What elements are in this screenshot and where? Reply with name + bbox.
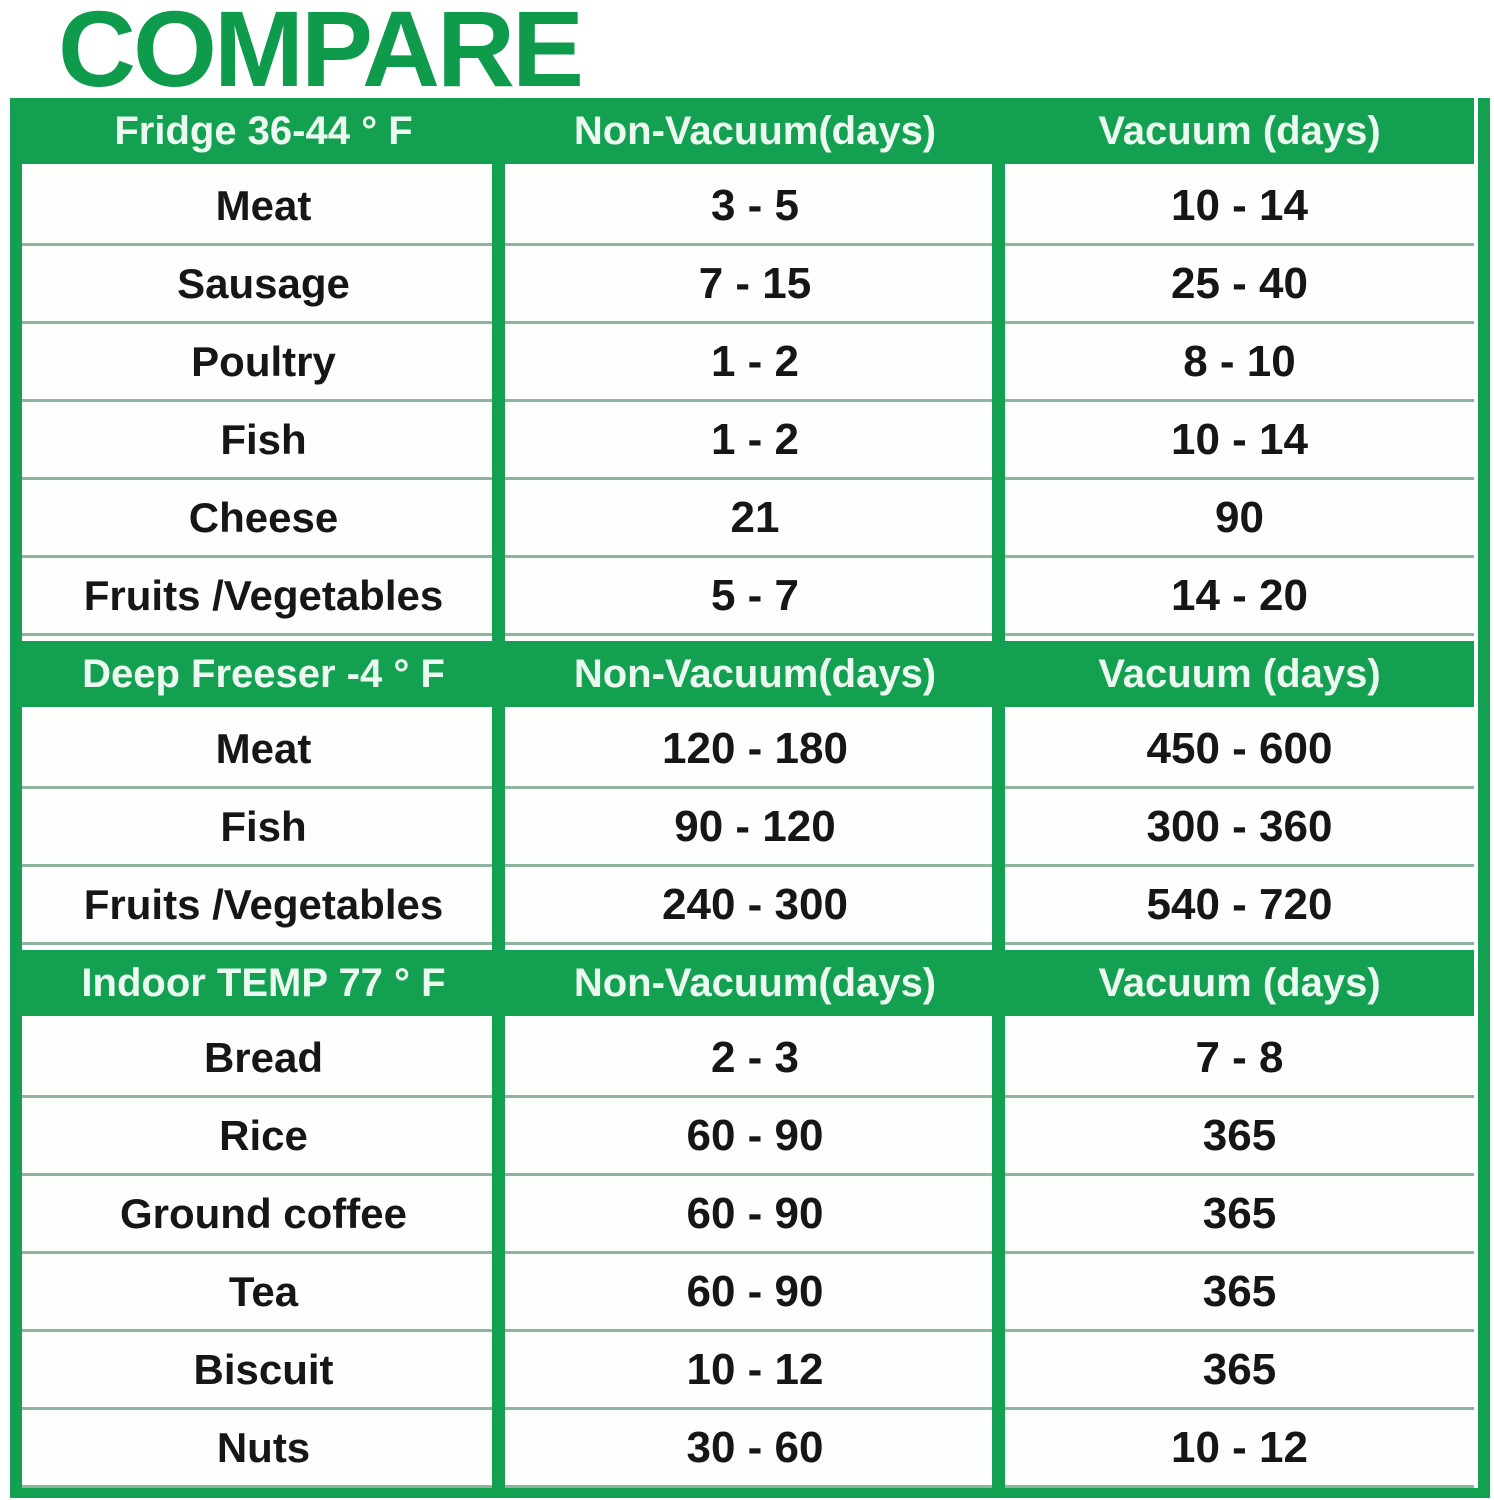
vacuum-value: 10 - 14	[1171, 180, 1308, 230]
vacuum-value: 365	[1202, 1344, 1277, 1394]
food-item: Bread	[203, 1033, 324, 1081]
vacuum-value: 540 - 720	[1146, 879, 1333, 929]
table-row: Meat 3 - 5 10 - 14	[22, 168, 1474, 246]
column-header-non-vacuum: Non-Vacuum(days)	[573, 960, 937, 1005]
food-item: Biscuit	[193, 1345, 334, 1393]
food-item: Ground coffee	[119, 1189, 407, 1237]
food-item: Fruits /Vegetables	[83, 880, 444, 928]
vacuum-value: 14 - 20	[1171, 570, 1308, 620]
table-row: Biscuit 10 - 12 365	[22, 1332, 1474, 1410]
section-title-deep-freezer: Deep Freeser -4 ° F	[82, 651, 445, 696]
column-divider	[992, 1016, 1005, 1488]
food-item: Cheese	[188, 493, 339, 541]
non-vacuum-value: 2 - 3	[710, 1032, 800, 1082]
vacuum-value: 25 - 40	[1171, 258, 1308, 308]
section-indoor-temp: Indoor TEMP 77 ° F Non-Vacuum(days) Vacu…	[22, 950, 1474, 1488]
vacuum-value: 10 - 14	[1171, 414, 1308, 464]
column-divider	[492, 1016, 505, 1488]
table-row: Fruits /Vegetables 5 - 7 14 - 20	[22, 558, 1474, 636]
column-header-vacuum: Vacuum (days)	[1098, 960, 1381, 1005]
section-fridge: Fridge 36-44 ° F Non-Vacuum(days) Vacuum…	[22, 98, 1474, 641]
non-vacuum-value: 120 - 180	[662, 723, 848, 773]
non-vacuum-value: 60 - 90	[686, 1266, 824, 1316]
section-header-row: Deep Freeser -4 ° F Non-Vacuum(days) Vac…	[22, 641, 1474, 707]
table-row: Rice 60 - 90 365	[22, 1098, 1474, 1176]
section-deep-freezer: Deep Freeser -4 ° F Non-Vacuum(days) Vac…	[22, 641, 1474, 950]
non-vacuum-value: 3 - 5	[710, 180, 800, 230]
column-header-non-vacuum: Non-Vacuum(days)	[573, 651, 937, 696]
column-header-non-vacuum: Non-Vacuum(days)	[573, 108, 937, 153]
food-item: Sausage	[177, 259, 350, 307]
food-item: Nuts	[216, 1423, 311, 1471]
food-item: Tea	[228, 1267, 299, 1315]
table-row: Cheese 21 90	[22, 480, 1474, 558]
non-vacuum-value: 5 - 7	[710, 570, 800, 620]
column-header-vacuum: Vacuum (days)	[1098, 651, 1381, 696]
food-item: Rice	[219, 1111, 308, 1159]
section-title-indoor-temp: Indoor TEMP 77 ° F	[81, 960, 446, 1005]
vacuum-value: 300 - 360	[1146, 801, 1333, 851]
table-row: Poultry 1 - 2 8 - 10	[22, 324, 1474, 402]
section-header-row: Fridge 36-44 ° F Non-Vacuum(days) Vacuum…	[22, 98, 1474, 164]
compare-table: Fridge 36-44 ° F Non-Vacuum(days) Vacuum…	[10, 98, 1490, 1498]
section-rows: Meat 3 - 5 10 - 14 Sausage 7 - 15 25 - 4…	[22, 164, 1474, 641]
non-vacuum-value: 21	[730, 492, 780, 542]
vacuum-value: 365	[1202, 1188, 1277, 1238]
column-divider	[492, 164, 505, 641]
non-vacuum-value: 10 - 12	[686, 1344, 824, 1394]
food-item: Meat	[215, 724, 312, 772]
table-row: Nuts 30 - 60 10 - 12	[22, 1410, 1474, 1488]
non-vacuum-value: 1 - 2	[710, 414, 800, 464]
table-row: Bread 2 - 3 7 - 8	[22, 1020, 1474, 1098]
food-item: Meat	[215, 181, 312, 229]
table-row: Fish 90 - 120 300 - 360	[22, 789, 1474, 867]
column-divider	[492, 707, 505, 950]
food-item: Fish	[220, 802, 307, 850]
non-vacuum-value: 90 - 120	[674, 801, 836, 851]
food-item: Fish	[220, 415, 307, 463]
section-rows: Meat 120 - 180 450 - 600 Fish 90 - 120 3…	[22, 707, 1474, 950]
non-vacuum-value: 60 - 90	[686, 1188, 824, 1238]
table-row: Fruits /Vegetables 240 - 300 540 - 720	[22, 867, 1474, 945]
table-row: Meat 120 - 180 450 - 600	[22, 711, 1474, 789]
section-rows: Bread 2 - 3 7 - 8 Rice 60 - 90 365 Groun…	[22, 1016, 1474, 1488]
food-item: Poultry	[191, 337, 336, 385]
non-vacuum-value: 60 - 90	[686, 1110, 824, 1160]
column-header-vacuum: Vacuum (days)	[1098, 108, 1381, 153]
vacuum-value: 365	[1202, 1266, 1277, 1316]
non-vacuum-value: 30 - 60	[686, 1422, 824, 1472]
vacuum-value: 10 - 12	[1171, 1422, 1308, 1472]
table-row: Fish 1 - 2 10 - 14	[22, 402, 1474, 480]
vacuum-value: 450 - 600	[1146, 723, 1333, 773]
table-row: Sausage 7 - 15 25 - 40	[22, 246, 1474, 324]
section-header-row: Indoor TEMP 77 ° F Non-Vacuum(days) Vacu…	[22, 950, 1474, 1016]
food-item: Fruits /Vegetables	[83, 571, 444, 619]
non-vacuum-value: 7 - 15	[698, 258, 812, 308]
vacuum-value: 365	[1202, 1110, 1277, 1160]
section-title-fridge: Fridge 36-44 ° F	[114, 108, 413, 153]
vacuum-value: 90	[1215, 492, 1264, 542]
non-vacuum-value: 1 - 2	[710, 336, 800, 386]
vacuum-value: 8 - 10	[1183, 336, 1296, 386]
page-title: COMPARE	[58, 0, 584, 109]
vacuum-value: 7 - 8	[1195, 1032, 1284, 1082]
column-divider	[992, 164, 1005, 641]
table-row: Ground coffee 60 - 90 365	[22, 1176, 1474, 1254]
column-divider	[992, 707, 1005, 950]
table-row: Tea 60 - 90 365	[22, 1254, 1474, 1332]
non-vacuum-value: 240 - 300	[662, 879, 848, 929]
